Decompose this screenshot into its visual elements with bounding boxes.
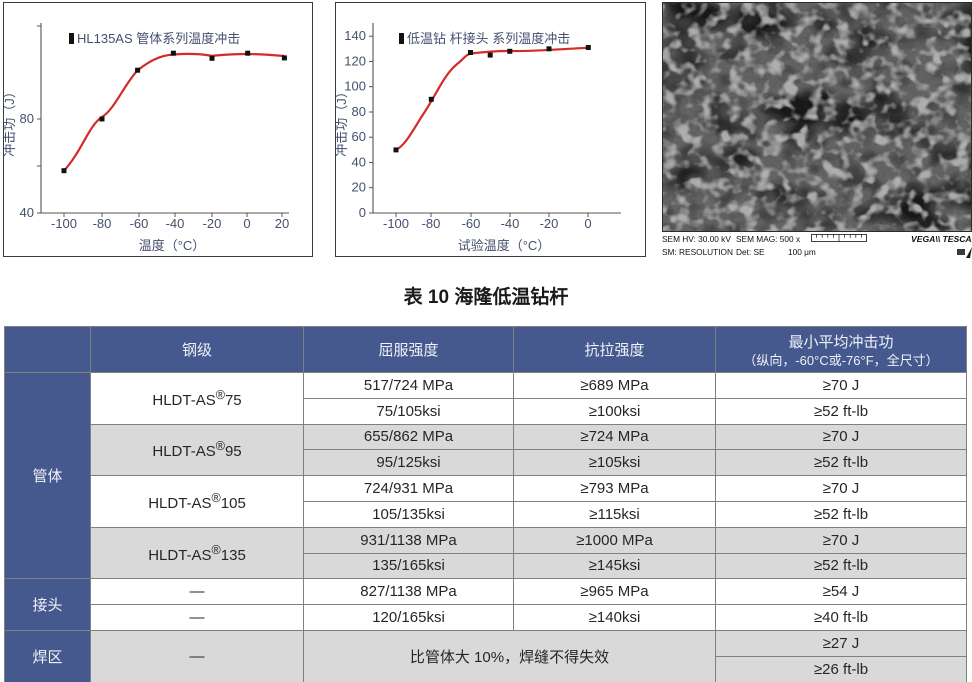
svg-text:冲击功（J）: 冲击功（J）: [4, 85, 17, 157]
svg-text:-20: -20: [203, 216, 222, 231]
svg-text:0: 0: [584, 216, 591, 231]
svg-text:0: 0: [359, 205, 366, 220]
svg-text:-40: -40: [501, 216, 520, 231]
svg-text:0: 0: [243, 216, 250, 231]
svg-text:-80: -80: [422, 216, 441, 231]
svg-text:40: 40: [20, 205, 34, 220]
svg-text:-100: -100: [383, 216, 409, 231]
svg-text:冲击功（J）: 冲击功（J）: [336, 85, 349, 157]
svg-text:-20: -20: [540, 216, 559, 231]
svg-text:20: 20: [275, 216, 289, 231]
svg-text:HL135AS 管体系列温度冲击: HL135AS 管体系列温度冲击: [77, 31, 240, 46]
svg-text:20: 20: [352, 180, 366, 195]
svg-text:低温钻 杆接头 系列温度冲击: 低温钻 杆接头 系列温度冲击: [407, 31, 570, 46]
svg-text:温度（°C）: 温度（°C）: [139, 238, 206, 253]
svg-text:试验温度（°C）: 试验温度（°C）: [458, 238, 551, 253]
svg-text:40: 40: [352, 155, 366, 170]
svg-text:-60: -60: [462, 216, 481, 231]
svg-text:-60: -60: [130, 216, 149, 231]
svg-text:140: 140: [344, 28, 366, 43]
svg-text:-80: -80: [93, 216, 112, 231]
svg-text:120: 120: [344, 54, 366, 69]
svg-text:60: 60: [352, 129, 366, 144]
svg-text:80: 80: [352, 104, 366, 119]
svg-text:-100: -100: [51, 216, 77, 231]
svg-text:-40: -40: [166, 216, 185, 231]
svg-text:80: 80: [20, 111, 34, 126]
